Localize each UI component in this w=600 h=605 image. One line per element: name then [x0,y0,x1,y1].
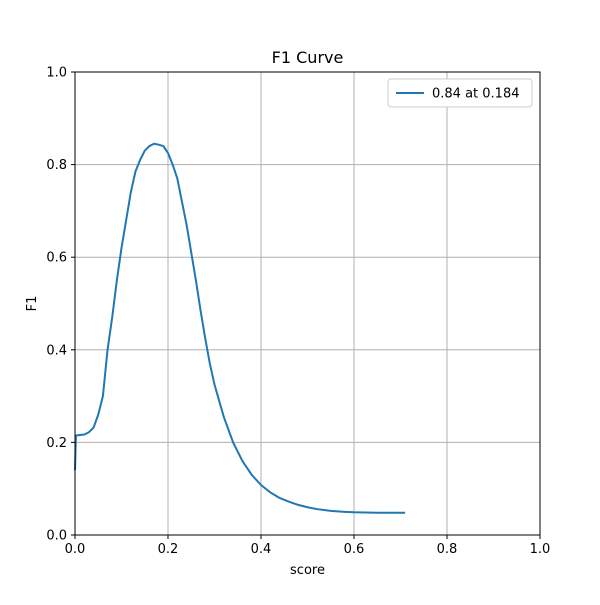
y-axis-label: F1 [25,296,40,312]
legend-label: 0.84 at 0.184 [432,87,520,102]
y-tick-label: 0.6 [46,251,67,266]
ticks: 0.0 0.2 0.4 0.6 0.8 1.0 0.0 0.2 0.4 0.6 0.8 1.0 [46,66,550,558]
x-tick-label: 0.8 [437,542,458,557]
chart-title: F1 Curve [272,48,344,67]
y-tick-label: 0.2 [46,436,67,451]
plot-frame [74,71,541,536]
legend: 0.84 at 0.184 [387,78,533,108]
y-tick-label: 0.0 [46,529,67,544]
x-tick-label: 1.0 [530,542,551,557]
series-layer [74,142,406,514]
x-tick-label: 0.0 [65,542,86,557]
x-tick-label: 0.4 [251,542,272,557]
grid [74,71,541,536]
y-tick-label: 0.4 [46,343,67,358]
series-line-0 [74,142,406,514]
x-tick-label: 0.2 [158,542,179,557]
x-tick-label: 0.6 [344,542,365,557]
y-tick-label: 1.0 [46,66,67,81]
y-tick-label: 0.8 [46,158,67,173]
legend-box [387,78,533,108]
x-axis-label: score [290,563,325,578]
